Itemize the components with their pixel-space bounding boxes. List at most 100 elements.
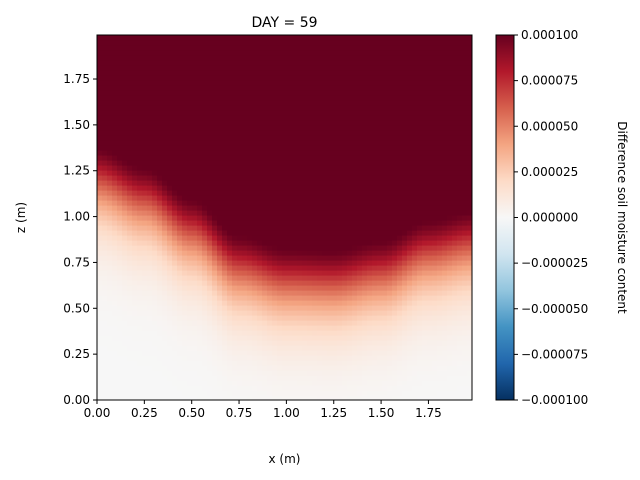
heatmap-cell	[382, 70, 388, 76]
heatmap-cell	[407, 370, 413, 376]
heatmap-cell	[277, 130, 283, 136]
heatmap-cell	[227, 260, 233, 266]
heatmap-cell	[237, 355, 243, 361]
heatmap-cell	[212, 120, 218, 126]
heatmap-cell	[102, 135, 108, 141]
heatmap-cell	[167, 375, 173, 381]
heatmap-cell	[207, 235, 213, 241]
heatmap-cell	[432, 380, 438, 386]
heatmap-cell	[102, 335, 108, 341]
heatmap-cell	[322, 45, 328, 51]
heatmap-cell	[397, 305, 403, 311]
heatmap-cell	[112, 215, 118, 221]
heatmap-cell	[267, 225, 273, 231]
heatmap-cell	[157, 315, 163, 321]
heatmap-cell	[337, 85, 343, 91]
heatmap-cell	[102, 160, 108, 166]
heatmap-cell	[417, 380, 423, 386]
heatmap-cell	[187, 370, 193, 376]
heatmap-cell	[112, 205, 118, 211]
heatmap-cell	[332, 90, 338, 96]
heatmap-cell	[182, 240, 188, 246]
heatmap-cell	[382, 365, 388, 371]
heatmap-cell	[262, 80, 268, 86]
heatmap-cell	[307, 230, 313, 236]
heatmap-cell	[347, 265, 353, 271]
heatmap-cell	[182, 160, 188, 166]
heatmap-cell	[337, 75, 343, 81]
heatmap-cell	[297, 35, 303, 41]
heatmap-cell	[407, 80, 413, 86]
heatmap-cell	[372, 70, 378, 76]
heatmap-cell	[377, 85, 383, 91]
heatmap-cell	[282, 105, 288, 111]
heatmap-cell	[402, 265, 408, 271]
heatmap-cell	[177, 125, 183, 131]
heatmap-cell	[107, 350, 113, 356]
heatmap-cell	[277, 225, 283, 231]
heatmap-cell	[112, 195, 118, 201]
heatmap-cell	[422, 225, 428, 231]
heatmap-cell	[327, 320, 333, 326]
heatmap-cell	[147, 55, 153, 61]
heatmap-cell	[212, 305, 218, 311]
heatmap-cell	[342, 120, 348, 126]
heatmap-cell	[242, 65, 248, 71]
heatmap-cell	[337, 265, 343, 271]
heatmap-cell	[137, 110, 143, 116]
heatmap-cell	[112, 375, 118, 381]
heatmap-cell	[217, 85, 223, 91]
heatmap-cell	[267, 140, 273, 146]
heatmap-cell	[232, 295, 238, 301]
heatmap-cell	[197, 215, 203, 221]
heatmap-cell	[307, 40, 313, 46]
heatmap-cell	[392, 305, 398, 311]
heatmap-cell	[127, 360, 133, 366]
heatmap-cell	[317, 260, 323, 266]
heatmap-cell	[152, 335, 158, 341]
heatmap-cell	[312, 75, 318, 81]
heatmap-cell	[192, 240, 198, 246]
heatmap-cell	[167, 340, 173, 346]
heatmap-cell	[217, 135, 223, 141]
heatmap-cell	[232, 260, 238, 266]
heatmap-cell	[287, 370, 293, 376]
heatmap-cell	[242, 185, 248, 191]
heatmap-cell	[412, 60, 418, 66]
heatmap-cell	[327, 330, 333, 336]
heatmap-cell	[97, 70, 103, 76]
heatmap-cell	[207, 165, 213, 171]
heatmap-cell	[257, 180, 263, 186]
heatmap-cell	[372, 350, 378, 356]
heatmap-cell	[372, 270, 378, 276]
heatmap-cell	[422, 325, 428, 331]
heatmap-cell	[312, 260, 318, 266]
heatmap-cell	[262, 60, 268, 66]
heatmap-cell	[307, 180, 313, 186]
heatmap-cell	[297, 350, 303, 356]
heatmap-cell	[352, 320, 358, 326]
heatmap-cell	[147, 385, 153, 391]
heatmap-cell	[367, 365, 373, 371]
heatmap-cell	[252, 200, 258, 206]
heatmap-cell	[327, 250, 333, 256]
heatmap-cell	[397, 145, 403, 151]
heatmap-cell	[187, 105, 193, 111]
heatmap-cell	[122, 385, 128, 391]
heatmap-cell	[197, 75, 203, 81]
heatmap-cell	[127, 140, 133, 146]
heatmap-cell	[367, 85, 373, 91]
heatmap-cell	[367, 370, 373, 376]
heatmap-cell	[127, 85, 133, 91]
heatmap-cell	[362, 35, 368, 41]
heatmap-cell	[187, 230, 193, 236]
heatmap-cell	[207, 245, 213, 251]
heatmap-cell	[377, 150, 383, 156]
heatmap-cell	[277, 305, 283, 311]
heatmap-cell	[157, 35, 163, 41]
heatmap-cell	[127, 395, 133, 400]
heatmap-cell	[127, 50, 133, 56]
heatmap-cell	[117, 305, 123, 311]
heatmap-cell	[127, 345, 133, 351]
heatmap-cell	[282, 100, 288, 106]
